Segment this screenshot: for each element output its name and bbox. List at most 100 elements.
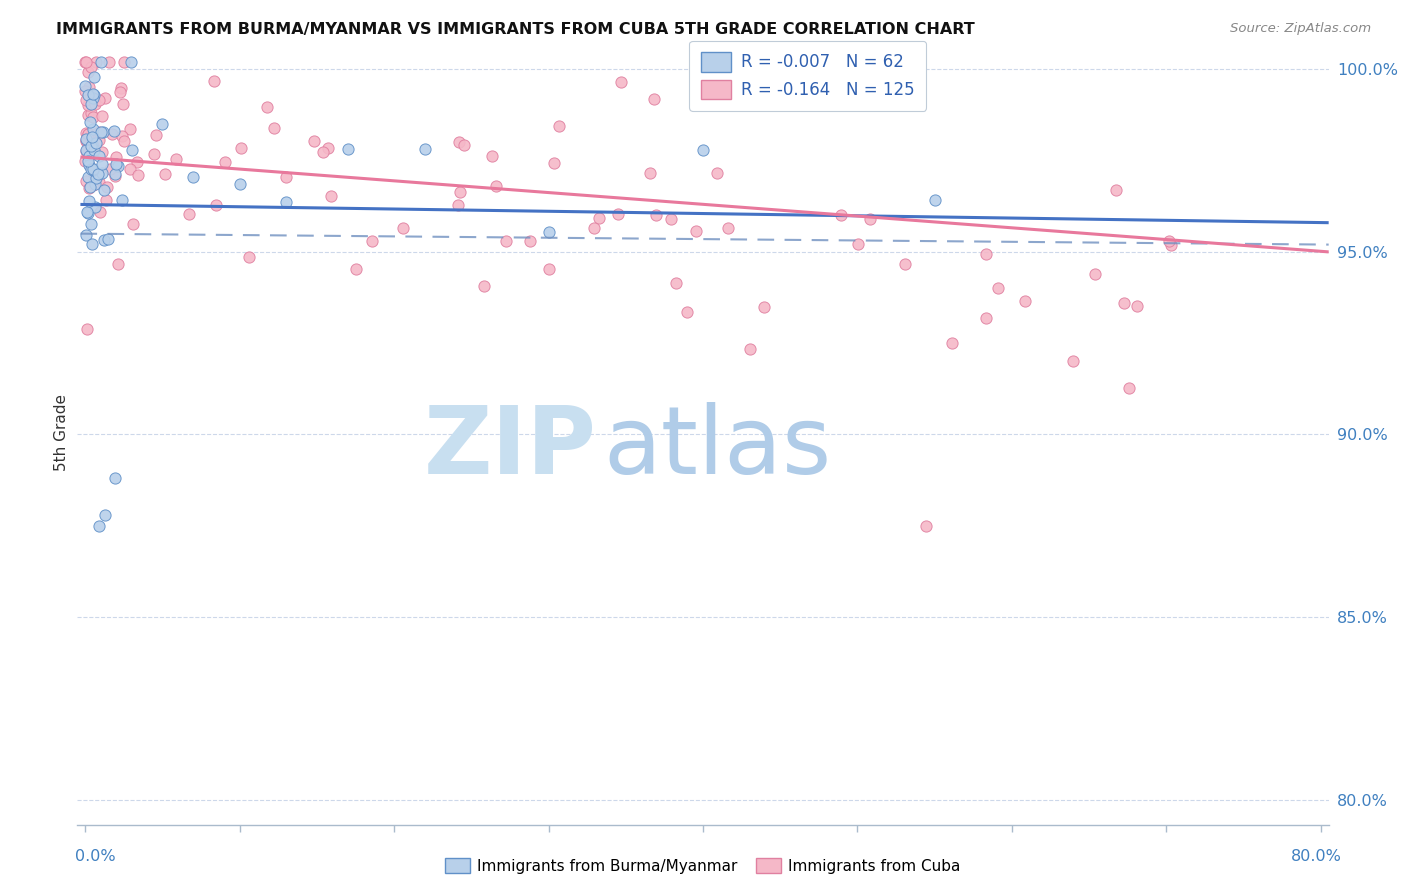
Point bbox=[82, 91, 104, 105]
Point bbox=[80, 139, 103, 153]
Point bbox=[77, 108, 100, 122]
Point bbox=[82, 162, 104, 177]
Point bbox=[449, 185, 471, 199]
Point bbox=[453, 137, 475, 152]
Point bbox=[80, 132, 103, 146]
Point bbox=[77, 194, 100, 209]
Point bbox=[91, 109, 114, 123]
Point bbox=[361, 234, 384, 248]
Point bbox=[924, 193, 946, 207]
Point bbox=[75, 153, 97, 168]
Point bbox=[122, 217, 145, 231]
Text: IMMIGRANTS FROM BURMA/MYANMAR VS IMMIGRANTS FROM CUBA 5TH GRADE CORRELATION CHAR: IMMIGRANTS FROM BURMA/MYANMAR VS IMMIGRA… bbox=[56, 22, 974, 37]
Point bbox=[75, 134, 97, 148]
Point bbox=[120, 55, 142, 70]
Point bbox=[90, 157, 112, 171]
Point bbox=[1062, 354, 1084, 368]
Point bbox=[645, 208, 668, 222]
Point bbox=[859, 212, 882, 227]
Point bbox=[93, 184, 115, 198]
Point bbox=[89, 93, 111, 107]
Point bbox=[75, 133, 97, 147]
Point bbox=[111, 128, 134, 143]
Point bbox=[413, 142, 436, 156]
Point bbox=[89, 125, 111, 139]
Point bbox=[987, 281, 1010, 295]
Point bbox=[75, 55, 97, 70]
Point bbox=[75, 228, 97, 243]
Point bbox=[79, 162, 101, 177]
Point bbox=[75, 143, 97, 157]
Point bbox=[392, 221, 415, 235]
Point bbox=[79, 114, 101, 128]
Point bbox=[107, 159, 129, 173]
Point bbox=[1126, 299, 1149, 313]
Point bbox=[665, 277, 688, 291]
Point bbox=[676, 305, 699, 319]
Point bbox=[538, 262, 561, 277]
Point bbox=[108, 85, 131, 99]
Point bbox=[82, 163, 104, 178]
Legend: Immigrants from Burma/Myanmar, Immigrants from Cuba: Immigrants from Burma/Myanmar, Immigrant… bbox=[439, 852, 967, 880]
Point bbox=[87, 133, 110, 147]
Point bbox=[75, 144, 97, 158]
Point bbox=[754, 300, 776, 314]
Point bbox=[112, 55, 135, 70]
Point bbox=[127, 154, 149, 169]
Point bbox=[77, 98, 100, 112]
Point bbox=[472, 279, 495, 293]
Point bbox=[84, 171, 107, 186]
Point bbox=[77, 87, 100, 102]
Point bbox=[606, 206, 628, 220]
Point bbox=[1118, 381, 1140, 395]
Point bbox=[127, 168, 149, 182]
Point bbox=[80, 106, 103, 120]
Legend: R = -0.007   N = 62, R = -0.164   N = 125: R = -0.007 N = 62, R = -0.164 N = 125 bbox=[689, 41, 927, 111]
Point bbox=[1160, 238, 1182, 252]
Point bbox=[485, 179, 508, 194]
Point bbox=[738, 342, 761, 356]
Point bbox=[77, 169, 100, 184]
Point bbox=[94, 91, 117, 105]
Point bbox=[77, 181, 100, 195]
Point bbox=[914, 518, 936, 533]
Point bbox=[638, 165, 661, 179]
Point bbox=[110, 81, 132, 95]
Point bbox=[112, 134, 135, 148]
Point bbox=[974, 247, 997, 261]
Point bbox=[86, 55, 108, 70]
Point bbox=[83, 200, 105, 214]
Point bbox=[685, 224, 707, 238]
Point bbox=[93, 233, 115, 247]
Text: Source: ZipAtlas.com: Source: ZipAtlas.com bbox=[1230, 22, 1371, 36]
Point bbox=[548, 119, 571, 133]
Point bbox=[75, 131, 97, 145]
Point bbox=[643, 92, 665, 106]
Point bbox=[537, 225, 560, 239]
Point bbox=[96, 180, 118, 194]
Point bbox=[75, 93, 97, 107]
Point bbox=[87, 518, 110, 533]
Point bbox=[103, 124, 125, 138]
Point bbox=[582, 221, 605, 235]
Point bbox=[91, 166, 114, 180]
Point bbox=[588, 211, 610, 226]
Point bbox=[80, 96, 103, 111]
Y-axis label: 5th Grade: 5th Grade bbox=[53, 394, 69, 471]
Point bbox=[77, 206, 100, 220]
Point bbox=[80, 60, 103, 74]
Point bbox=[91, 125, 114, 139]
Point bbox=[77, 149, 100, 163]
Point bbox=[104, 150, 127, 164]
Point bbox=[118, 161, 141, 176]
Point bbox=[121, 143, 143, 157]
Point bbox=[75, 55, 97, 70]
Point bbox=[87, 175, 110, 189]
Point bbox=[319, 189, 342, 203]
Point bbox=[1105, 183, 1128, 197]
Point bbox=[94, 508, 117, 522]
Point bbox=[76, 321, 98, 335]
Point bbox=[205, 198, 228, 212]
Point bbox=[447, 198, 470, 212]
Point bbox=[107, 257, 129, 271]
